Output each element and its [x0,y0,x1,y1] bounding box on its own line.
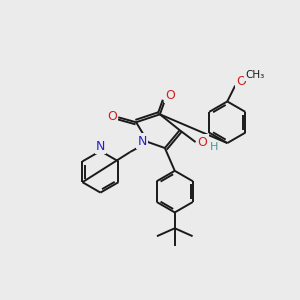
Text: N: N [96,140,105,152]
Text: CH₃: CH₃ [245,70,265,80]
Text: O: O [107,110,117,123]
Text: O: O [236,75,246,88]
Text: H: H [210,142,219,152]
Text: O: O [165,89,175,102]
Text: N: N [137,135,147,148]
Text: O: O [198,136,207,148]
